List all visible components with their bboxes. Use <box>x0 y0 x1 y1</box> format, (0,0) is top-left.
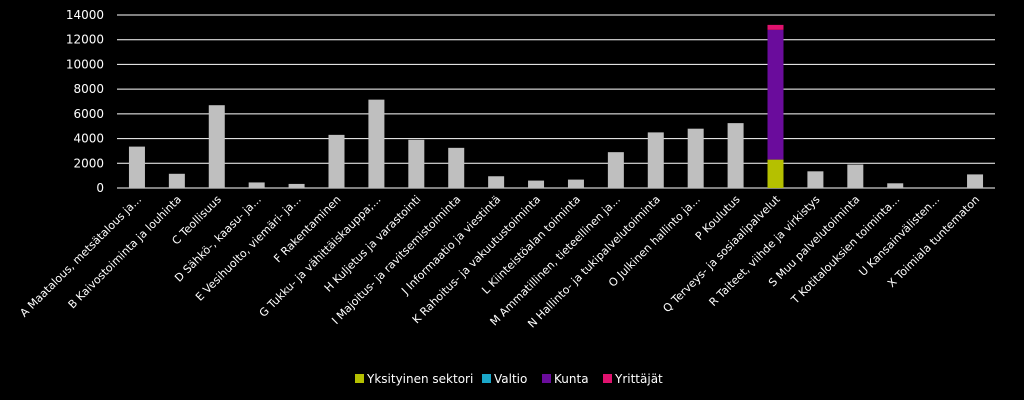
legend-swatch <box>603 374 612 383</box>
bar <box>248 182 265 188</box>
bar <box>528 180 545 188</box>
legend-label: Valtio <box>494 372 527 386</box>
bar <box>168 173 185 188</box>
legend-swatch <box>542 374 551 383</box>
x-tick-label: F Rakentaminen <box>271 193 343 265</box>
bar <box>607 152 624 188</box>
bar <box>887 183 904 188</box>
legend-swatch <box>355 374 364 383</box>
bar <box>567 179 584 188</box>
bar <box>847 164 864 188</box>
y-tick-label: 6000 <box>73 107 104 121</box>
bar <box>328 134 345 188</box>
legend-item: Valtio <box>482 372 527 386</box>
bar <box>967 174 984 188</box>
bar-segment <box>767 29 784 160</box>
y-tick-label: 4000 <box>73 132 104 146</box>
bar <box>448 147 465 188</box>
legend-item: Yrittäjät <box>603 372 663 386</box>
bar <box>128 146 145 188</box>
bar <box>208 105 225 188</box>
legend-label: Kunta <box>554 372 589 386</box>
legend-label: Yksityinen sektori <box>366 372 473 386</box>
y-tick-label: 10000 <box>66 57 104 71</box>
bar <box>687 128 704 188</box>
bar <box>647 132 664 188</box>
y-tick-label: 14000 <box>66 8 104 22</box>
bar-segment <box>767 159 784 188</box>
y-tick-label: 0 <box>96 181 104 195</box>
bars <box>128 24 984 188</box>
y-tick-label: 2000 <box>73 156 104 170</box>
legend-swatch <box>482 374 491 383</box>
bar <box>807 171 824 188</box>
grid <box>117 14 995 189</box>
y-tick-label: 12000 <box>66 33 104 47</box>
legend-item: Kunta <box>542 372 589 386</box>
y-axis: 0 2000 4000 6000 8000 10000 12000 14000 <box>66 8 104 195</box>
bar <box>488 176 505 188</box>
y-tick-label: 8000 <box>73 82 104 96</box>
bar <box>727 123 744 188</box>
bar <box>408 139 425 188</box>
legend-label: Yrittäjät <box>614 372 663 386</box>
legend: Yksityinen sektori Valtio Kunta Yrittäjät <box>355 372 663 386</box>
x-axis: A Maatalous, metsätalous ja...B Kaivosto… <box>17 192 982 330</box>
bar <box>288 183 305 188</box>
bar-segment <box>767 24 784 30</box>
legend-item: Yksityinen sektori <box>355 372 473 386</box>
bar <box>368 99 385 188</box>
